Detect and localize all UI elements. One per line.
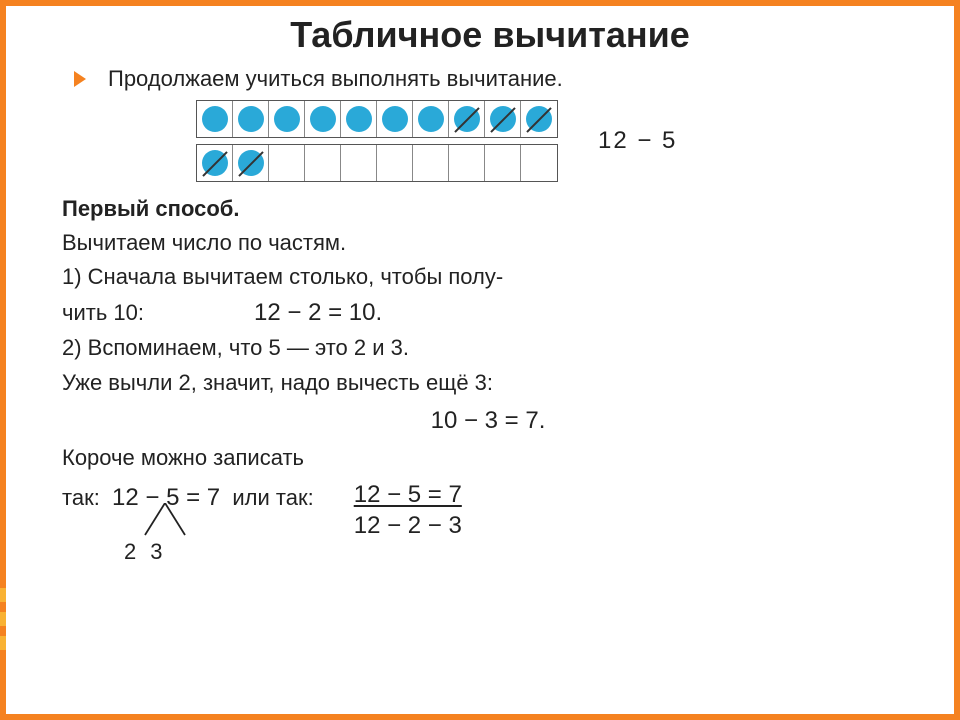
bullet-icon (74, 71, 86, 87)
intro-line: Продолжаем учиться выполнять вычитание. (74, 66, 914, 92)
step2-line-b: Уже вычли 2, значит, надо вычесть ещё 3: (62, 370, 493, 395)
dot-icon (238, 106, 264, 132)
diagram-cell (233, 101, 269, 137)
intro-text: Продолжаем учиться выполнять вычитание. (108, 66, 563, 92)
method-title: Первый способ. (62, 196, 239, 221)
diagram-cell (305, 101, 341, 137)
dot-icon (346, 106, 372, 132)
dot-icon (418, 106, 444, 132)
diagram-cell (521, 101, 557, 137)
branch-lines-icon (140, 503, 190, 539)
page-title: Табличное вычитание (66, 14, 914, 56)
diagram-cell (521, 145, 557, 181)
crossed-dot-icon (238, 150, 264, 176)
crossed-dot-icon (202, 150, 228, 176)
subtract-by-parts: Вычитаем число по частям. (62, 230, 346, 255)
dot-icon (382, 106, 408, 132)
dot-icon (202, 106, 228, 132)
crossed-dot-icon (454, 106, 480, 132)
stacked-bottom: 12 − 2 − 3 (354, 510, 462, 541)
diagram-cell (377, 145, 413, 181)
dot-icon (274, 106, 300, 132)
diagram-cell (485, 101, 521, 137)
diagram-expression: 12 − 5 (598, 127, 677, 155)
diagram-cell (413, 145, 449, 181)
diagram-cell (449, 145, 485, 181)
short-line-a: Короче можно записать (62, 445, 304, 470)
step1-line-b: чить 10: (62, 300, 144, 325)
diagram-cell (341, 145, 377, 181)
short-prefix: так: (62, 485, 100, 510)
crossed-dot-icon (490, 106, 516, 132)
branch-expression: так: 12 − 5 = 7 или так: 23 (62, 479, 314, 516)
stacked-top: 12 − 5 = 7 (354, 479, 462, 510)
diagram-cell (449, 101, 485, 137)
diagram-cell (413, 101, 449, 137)
branch-numbers: 23 (124, 535, 177, 569)
diagram-cell (233, 145, 269, 181)
diagram-bottom-row (196, 144, 558, 182)
step2-line-a: 2) Вспоминаем, что 5 — это 2 и 3. (62, 335, 409, 360)
equation-2: 10 − 3 = 7. (62, 402, 914, 439)
stacked-expression: 12 − 5 = 7 12 − 2 − 3 (354, 479, 462, 541)
step1-line-a: 1) Сначала вычитаем столько, чтобы полу- (62, 264, 503, 289)
diagram-cell (269, 145, 305, 181)
diagram-cell (377, 101, 413, 137)
diagram-cell (197, 145, 233, 181)
equation-1: 12 − 2 = 10. (254, 294, 382, 331)
diagram-cell (305, 145, 341, 181)
diagram-cell (197, 101, 233, 137)
diagram-cell (485, 145, 521, 181)
diagram-top-row (196, 100, 558, 138)
explanation-body: Первый способ. Вычитаем число по частям.… (62, 192, 914, 541)
diagram-cell (341, 101, 377, 137)
page-content: Табличное вычитание Продолжаем учиться в… (6, 6, 954, 714)
crossed-dot-icon (526, 106, 552, 132)
or-label: или так: (232, 485, 313, 510)
counting-diagram: 12 − 5 (196, 100, 914, 182)
dot-icon (310, 106, 336, 132)
diagram-cell (269, 101, 305, 137)
